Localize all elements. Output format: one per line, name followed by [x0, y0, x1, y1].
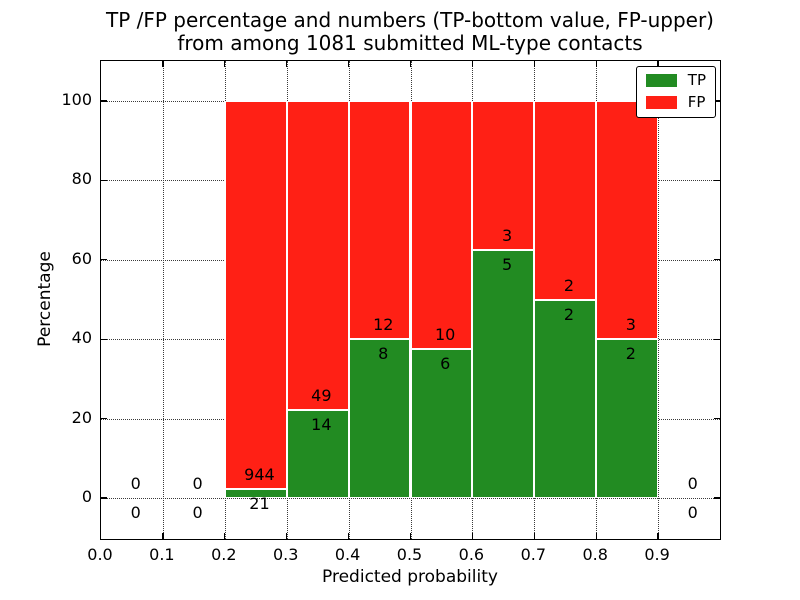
x-axis-title: Predicted probability: [322, 567, 498, 587]
x-tick-label: 0.2: [211, 545, 237, 564]
x-tick-label: 0.0: [87, 545, 113, 564]
y-tick-right: [714, 259, 720, 261]
x-tick-bottom: [347, 533, 350, 539]
x-tick-bottom: [533, 533, 535, 539]
bar-segment-tp: [224, 489, 287, 498]
y-tick-label: 40: [71, 328, 92, 348]
bar-segment-tp: [410, 349, 473, 498]
y-tick-right: [714, 338, 720, 340]
x-tick-top: [471, 61, 474, 67]
annotation-tp-count: 0: [687, 503, 698, 523]
y-tick-right: [714, 417, 720, 420]
x-tick-label: 0.5: [396, 545, 423, 564]
chart-title-line1: TP /FP percentage and numbers (TP-bottom…: [106, 8, 714, 32]
y-tick-label: 20: [71, 407, 92, 427]
y-tick-left: [101, 417, 107, 420]
annotation-tp-count: 14: [311, 414, 332, 434]
x-tick-label: 0.8: [582, 545, 608, 564]
annotation-fp-count: 2: [563, 275, 575, 295]
annotation-tp-count: 0: [192, 503, 203, 523]
bar-segment-fp: [534, 101, 597, 300]
bar-segment-tp: [348, 339, 411, 498]
y-tick-left: [101, 100, 107, 102]
x-tick-bottom: [471, 533, 474, 539]
y-tick-left: [101, 259, 107, 261]
y-tick-right: [714, 497, 720, 499]
annotation-tp-count: 2: [625, 344, 636, 364]
annotation-tp-count: 2: [563, 304, 575, 324]
annotation-fp-count: 49: [311, 385, 332, 405]
bar-segment-fp: [410, 101, 473, 350]
y-tick-left: [101, 179, 107, 182]
annotation-fp-count: 0: [130, 474, 141, 494]
x-tick-top: [533, 61, 535, 67]
x-tick-bottom: [162, 533, 164, 539]
bar-segment-fp: [286, 101, 349, 410]
y-tick-label: 0: [81, 487, 92, 506]
x-tick-top: [224, 61, 226, 67]
bar-segment-tp: [472, 249, 535, 498]
annotation-fp-count: 12: [373, 315, 394, 335]
y-tick-right: [714, 179, 720, 182]
annotation-fp-count: 10: [434, 325, 456, 345]
annotation-fp-count: 3: [625, 315, 636, 335]
x-tick-top: [409, 61, 412, 67]
bar-segment-fp: [348, 101, 411, 340]
annotation-fp-count: 0: [192, 474, 203, 494]
chart-title: TP /FP percentage and numbers (TP-bottom…: [100, 9, 720, 55]
annotation-tp-count: 0: [130, 503, 141, 523]
legend-label: TP: [687, 71, 706, 89]
chart-title-line2: from among 1081 submitted ML-type contac…: [177, 31, 643, 55]
bar-segment-fp: [224, 101, 287, 490]
legend-swatch-fp: [645, 96, 677, 109]
bar-segment-tp: [534, 299, 597, 498]
x-gridline: [658, 61, 660, 539]
x-tick-label: 0.9: [644, 545, 670, 564]
x-tick-label: 0.7: [520, 545, 547, 564]
y-tick-left: [101, 497, 107, 499]
y-tick-label: 60: [71, 248, 92, 268]
x-tick-label: 0.4: [334, 545, 361, 564]
annotation-tp-count: 8: [378, 344, 389, 364]
legend-item-fp: FP: [645, 93, 706, 111]
y-tick-label: 100: [61, 90, 92, 109]
bar-segment-fp: [596, 101, 659, 340]
bar-segment-fp: [472, 101, 535, 250]
annotation-fp-count: 0: [687, 474, 698, 494]
x-tick-bottom: [224, 533, 226, 539]
y-tick-label: 80: [71, 169, 92, 189]
y-tick-left: [101, 338, 107, 340]
y-tick-right: [714, 100, 720, 102]
x-tick-top: [286, 61, 288, 67]
x-tick-bottom: [595, 533, 597, 539]
annotation-tp-count: 6: [440, 354, 451, 374]
x-tick-top: [162, 61, 164, 67]
legend: TP FP: [635, 66, 716, 118]
x-tick-label: 0.3: [272, 545, 299, 564]
annotation-tp-count: 21: [249, 494, 270, 514]
x-gridline: [162, 61, 164, 539]
bar-segment-tp: [596, 339, 659, 498]
annotation-fp-count: 3: [501, 225, 513, 245]
bar-segment-tp: [286, 409, 349, 498]
x-tick-bottom: [409, 533, 412, 539]
legend-label: FP: [687, 93, 706, 111]
x-tick-top: [657, 61, 659, 67]
x-tick-label: 0.6: [458, 545, 485, 564]
x-tick-label: 0.1: [149, 545, 175, 564]
x-tick-top: [595, 61, 597, 67]
x-tick-bottom: [286, 533, 288, 539]
legend-item-tp: TP: [645, 71, 706, 89]
legend-swatch-tp: [645, 74, 677, 87]
annotation-fp-count: 944: [244, 465, 275, 485]
x-tick-top: [347, 61, 350, 67]
annotation-tp-count: 5: [501, 254, 513, 274]
x-tick-bottom: [657, 533, 659, 539]
plot-area: TP FP 0 0 0 0 944 21 49 14 12 8 10 6 3 5 2 2 3 2 0 0: [100, 60, 721, 540]
